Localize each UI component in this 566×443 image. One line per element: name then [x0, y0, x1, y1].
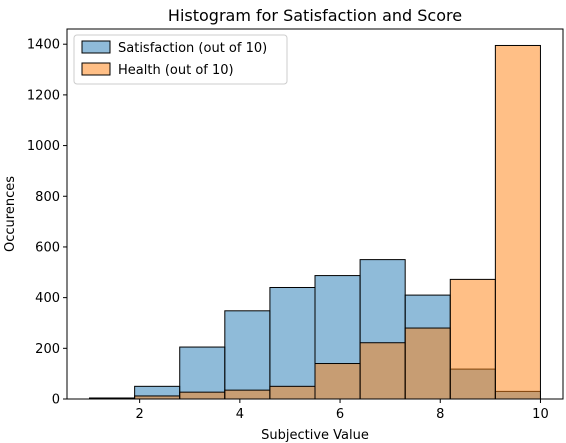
- y-tick-label: 0: [52, 393, 60, 408]
- y-tick-label: 200: [35, 342, 60, 357]
- bar-health-bin-7: [360, 343, 405, 399]
- y-tick-label: 400: [35, 291, 60, 306]
- legend-label-satisfaction: Satisfaction (out of 10): [118, 41, 267, 56]
- y-axis-label: Occurences: [3, 176, 18, 252]
- y-axis: 0 200 400 600 800 1000 1200 1400: [27, 38, 67, 408]
- y-tick-label: 1000: [27, 139, 60, 154]
- bar-health-bin-4: [225, 390, 270, 399]
- x-tick-label: 6: [336, 407, 344, 422]
- bar-health-bin-8: [405, 328, 450, 399]
- y-tick-label: 600: [35, 240, 60, 255]
- bar-health-bin-3: [180, 392, 225, 399]
- y-tick-label: 1400: [27, 38, 60, 53]
- bar-health-bin-6: [315, 364, 360, 399]
- legend-swatch-satisfaction: [82, 41, 110, 53]
- bars-layer: [90, 45, 541, 399]
- x-axis-label: Subjective Value: [261, 428, 369, 443]
- y-tick-label: 800: [35, 190, 60, 205]
- x-tick-label: 2: [136, 407, 144, 422]
- legend-swatch-health: [82, 63, 110, 75]
- x-tick-label: 4: [236, 407, 244, 422]
- bar-satisfaction-bin-4: [225, 311, 270, 399]
- x-tick-label: 10: [532, 407, 549, 422]
- bar-health-bin-9: [450, 279, 495, 399]
- legend: Satisfaction (out of 10) Health (out of …: [74, 35, 287, 84]
- y-tick-label: 1200: [27, 88, 60, 103]
- x-tick-label: 8: [436, 407, 444, 422]
- x-axis: 2 4 6 8 10: [136, 399, 549, 422]
- legend-label-health: Health (out of 10): [118, 63, 234, 78]
- bar-satisfaction-bin-5: [270, 287, 315, 399]
- bar-satisfaction-bin-3: [180, 347, 225, 399]
- bar-health-bin-5: [270, 386, 315, 399]
- chart-title: Histogram for Satisfaction and Score: [168, 6, 462, 25]
- bar-health-bin-10: [495, 45, 540, 399]
